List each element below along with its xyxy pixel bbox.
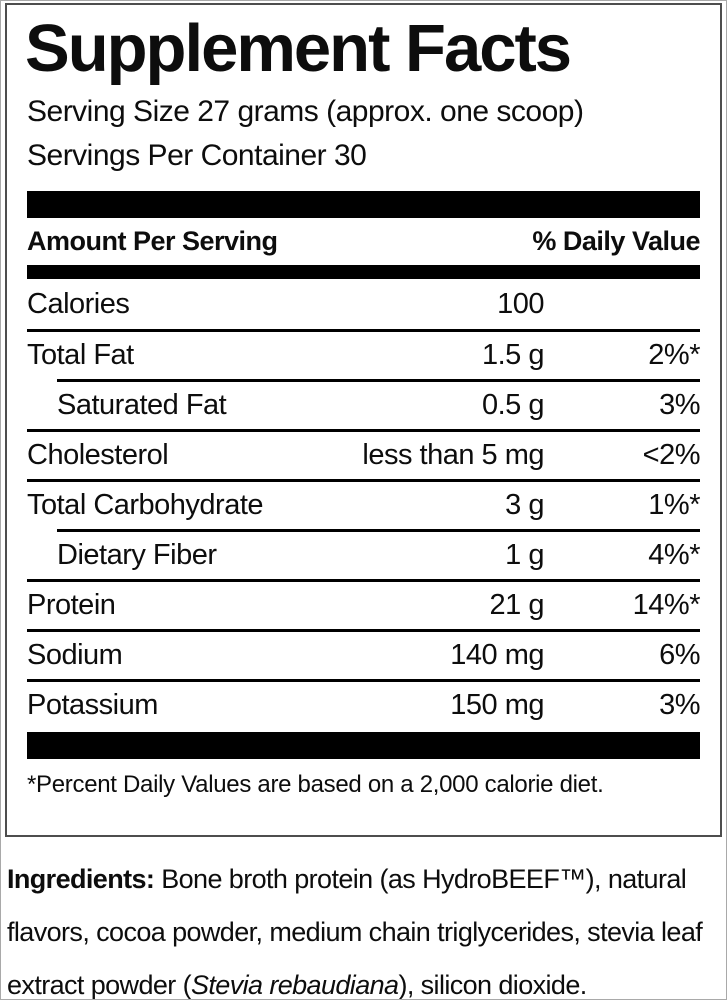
nutrient-amount: 140 mg bbox=[450, 639, 544, 672]
ingredients-text: Bone broth protein (as HydroBEEF™), natu… bbox=[7, 864, 703, 1000]
table-row: Total Fat 1.5 g 2%* bbox=[27, 329, 701, 379]
table-row: Calories 100 bbox=[27, 279, 700, 329]
table-row: Sodium 140 mg 6% bbox=[27, 629, 701, 679]
nutrient-name: Protein bbox=[27, 589, 116, 622]
nutrient-amount: 1.5 g bbox=[482, 339, 545, 372]
amount-per-serving-header: Amount Per Serving bbox=[27, 226, 278, 257]
nutrient-amount: 0.5 g bbox=[482, 389, 545, 422]
ingredients-label: Ingredients: bbox=[7, 864, 155, 894]
nutrient-name: Saturated Fat bbox=[57, 389, 227, 422]
nutrient-daily-value: 4%* bbox=[648, 539, 700, 572]
nutrient-amount: 3 g bbox=[505, 489, 544, 522]
header-top-bar bbox=[27, 191, 700, 219]
nutrient-daily-value: 3% bbox=[659, 689, 700, 722]
table-row: Cholesterol less than 5 mg <2% bbox=[27, 429, 701, 479]
nutrient-name: Total Fat bbox=[27, 339, 134, 372]
nutrient-name: Dietary Fiber bbox=[57, 539, 217, 572]
footnote-bar bbox=[27, 732, 700, 760]
ingredient-segment: Bone broth protein (as HydroBEEF™), natu… bbox=[7, 864, 703, 1000]
nutrient-daily-value: 1%* bbox=[648, 489, 700, 522]
nutrient-name: Total Carbohydrate bbox=[27, 489, 264, 522]
nutrient-daily-value: 14%* bbox=[632, 589, 701, 622]
serving-size-text: Serving Size 27 grams (approx. one scoop… bbox=[27, 95, 584, 129]
nutrient-amount: 100 bbox=[497, 287, 544, 320]
ingredient-segment: ), silicon dioxide. bbox=[398, 970, 587, 1000]
nutrient-amount: 21 g bbox=[489, 589, 545, 622]
nutrient-amount: less than 5 mg bbox=[362, 439, 544, 472]
daily-value-footnote: *Percent Daily Values are based on a 2,0… bbox=[27, 771, 604, 799]
header-bottom-bar bbox=[27, 265, 700, 280]
nutrient-name: Sodium bbox=[27, 639, 123, 672]
nutrient-amount: 1 g bbox=[505, 539, 544, 572]
nutrient-amount: 150 mg bbox=[450, 689, 544, 722]
table-row: Potassium 150 mg 3% bbox=[27, 679, 701, 729]
nutrient-daily-value: <2% bbox=[642, 439, 701, 472]
servings-per-container-text: Servings Per Container 30 bbox=[27, 139, 367, 173]
table-row: Total Carbohydrate 3 g 1%* bbox=[27, 479, 701, 529]
nutrient-daily-value: 3% bbox=[659, 389, 700, 422]
table-row: Protein 21 g 14%* bbox=[27, 579, 701, 629]
nutrient-name: Calories bbox=[27, 287, 130, 320]
nutrient-daily-value: 6% bbox=[659, 639, 700, 672]
serving-info: Serving Size 27 grams (approx. one scoop… bbox=[27, 90, 700, 178]
ingredients-paragraph: Ingredients: Bone broth protein (as Hydr… bbox=[7, 853, 720, 1000]
ingredient-segment: Stevia rebaudiana bbox=[190, 970, 399, 1000]
nutrition-table: Calories 100 Total Fat 1.5 g 2%* Saturat… bbox=[27, 279, 701, 729]
table-row: Saturated Fat 0.5 g 3% bbox=[27, 379, 701, 429]
column-header-row: Amount Per Serving % Daily Value bbox=[27, 218, 700, 265]
nutrient-daily-value: 2%* bbox=[648, 339, 700, 372]
nutrient-name: Cholesterol bbox=[27, 439, 169, 472]
daily-value-header: % Daily Value bbox=[532, 226, 700, 257]
panel-title: Supplement Facts bbox=[25, 11, 572, 86]
nutrient-name: Potassium bbox=[27, 689, 158, 722]
supplement-facts-panel: Supplement Facts Serving Size 27 grams (… bbox=[5, 3, 722, 837]
table-row: Dietary Fiber 1 g 4%* bbox=[27, 529, 701, 579]
